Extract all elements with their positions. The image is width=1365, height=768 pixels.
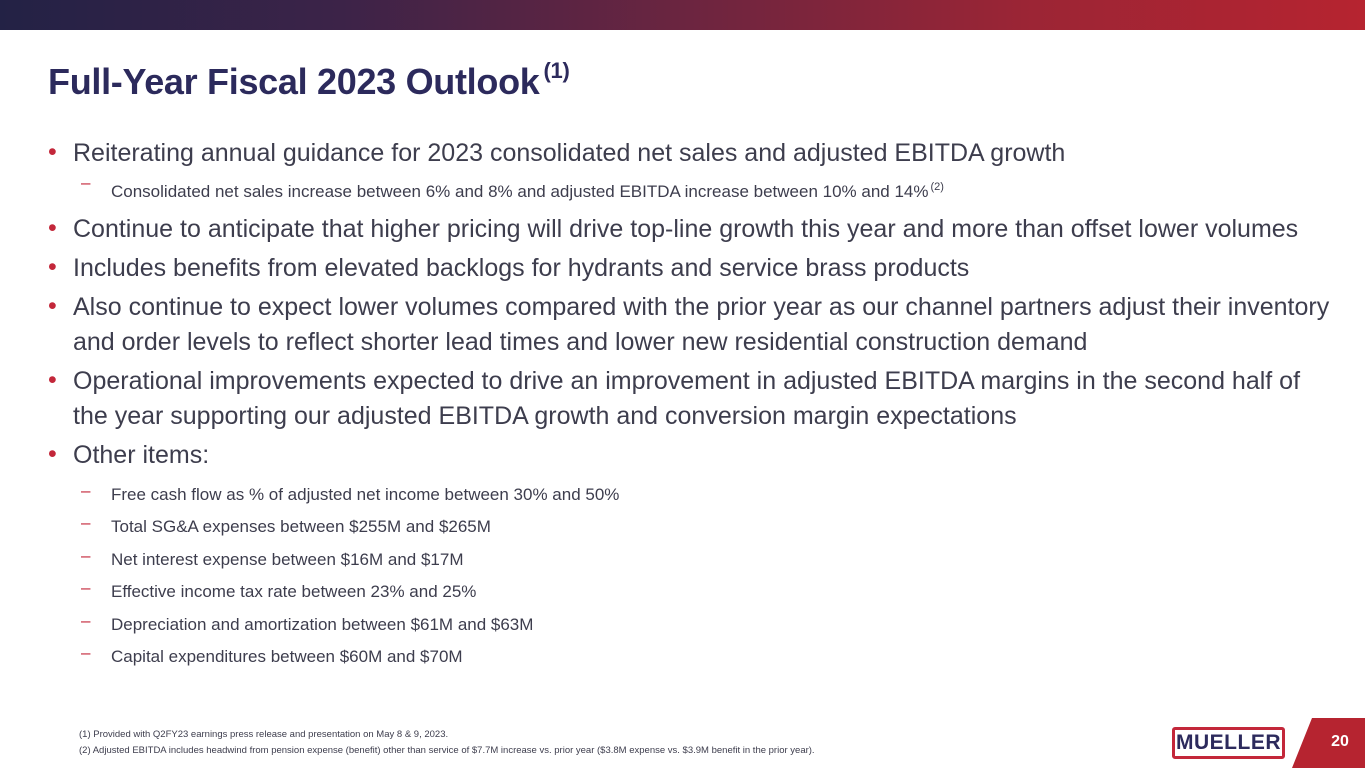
bullet-item: • Also continue to expect lower volumes … <box>48 290 1338 360</box>
bullet-item: • Other items: <box>48 438 1338 473</box>
bullet-dot-icon: • <box>48 138 57 166</box>
footnote-2: (2) Adjusted EBITDA includes headwind fr… <box>79 745 815 756</box>
bullet-item: • Operational improvements expected to d… <box>48 364 1338 434</box>
bullet-item: • Continue to anticipate that higher pri… <box>48 212 1338 247</box>
mueller-logo: MUELLER <box>1172 727 1285 759</box>
sub-bullet-text: Effective income tax rate between 23% an… <box>111 582 477 602</box>
sub-bullet-item: – Net interest expense between $16M and … <box>48 546 1338 572</box>
bullet-text: Other items: <box>73 441 210 469</box>
bullet-dot-icon: • <box>48 214 57 242</box>
dash-icon: – <box>81 578 91 598</box>
dash-icon: – <box>81 545 91 565</box>
bullet-text: Continue to anticipate that higher prici… <box>73 215 1299 243</box>
bullet-dot-icon: • <box>48 292 57 320</box>
header-gradient-bar <box>0 0 1365 30</box>
footnote-marker: (2) <box>930 181 944 193</box>
dash-icon: – <box>81 610 91 630</box>
sub-bullet-text: Free cash flow as % of adjusted net inco… <box>111 485 620 504</box>
sub-bullet-text: Capital expenditures between $60M and $7… <box>111 646 463 666</box>
bullet-text: Also continue to expect lower volumes co… <box>73 293 1330 356</box>
sub-bullet-text: Depreciation and amortization between $6… <box>111 614 534 634</box>
sub-bullet-text: Total SG&A expenses between $255M and $2… <box>111 517 491 537</box>
logo-text: MUELLER <box>1176 731 1281 754</box>
bullet-dot-icon: • <box>48 440 57 468</box>
footnote-1: (1) Provided with Q2FY23 earnings press … <box>79 729 449 740</box>
bullet-item: • Includes benefits from elevated backlo… <box>48 251 1338 286</box>
sub-bullet-item: – Total SG&A expenses between $255M and … <box>48 513 1338 539</box>
footnotes: (1) Provided with Q2FY23 earnings press … <box>79 727 815 759</box>
bullet-text: Reiterating annual guidance for 2023 con… <box>73 139 1066 167</box>
bullet-item: • Reiterating annual guidance for 2023 c… <box>48 136 1338 171</box>
dash-icon: – <box>81 173 91 192</box>
bullet-text: Operational improvements expected to dri… <box>73 367 1301 430</box>
sub-bullet-item: – Free cash flow as % of adjusted net in… <box>48 481 1338 507</box>
slide-title: Full-Year Fiscal 2023 Outlook (1) <box>48 58 570 103</box>
bullet-dot-icon: • <box>48 366 57 394</box>
bullet-list: • Reiterating annual guidance for 2023 c… <box>48 136 1338 677</box>
bullet-text: Includes benefits from elevated backlogs… <box>73 254 970 282</box>
sub-bullet-text: Net interest expense between $16M and $1… <box>111 549 464 569</box>
dash-icon: – <box>81 513 91 533</box>
sub-bullet-item: – Effective income tax rate between 23% … <box>48 578 1338 604</box>
sub-bullet-text: Consolidated net sales increase between … <box>111 182 929 201</box>
dash-icon: – <box>81 481 91 500</box>
slide-title-text: Full-Year Fiscal 2023 Outlook <box>48 61 540 102</box>
bullet-dot-icon: • <box>48 253 57 281</box>
page-number: 20 <box>1331 733 1349 750</box>
sub-bullet-item: – Capital expenditures between $60M and … <box>48 643 1338 669</box>
dash-icon: – <box>81 642 91 662</box>
sub-bullet-item: – Consolidated net sales increase betwee… <box>48 173 1338 204</box>
sub-bullet-item: – Depreciation and amortization between … <box>48 611 1338 637</box>
title-footnote-marker: (1) <box>543 58 570 83</box>
